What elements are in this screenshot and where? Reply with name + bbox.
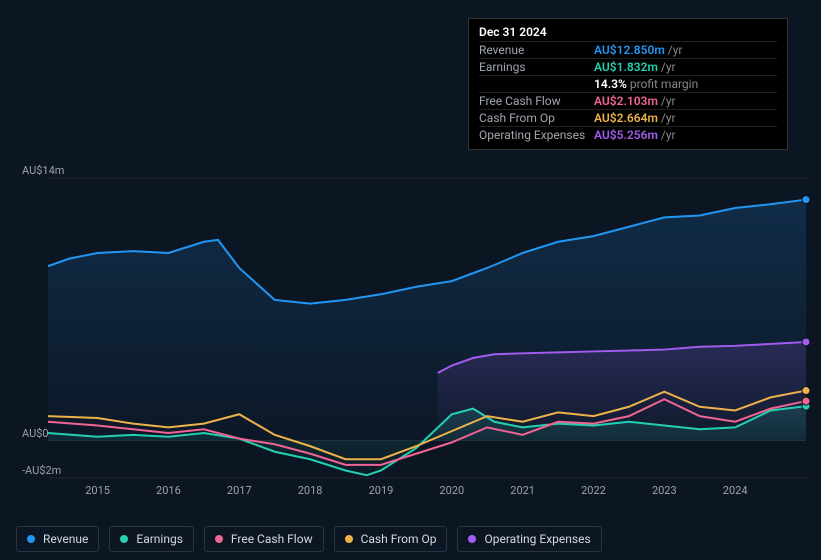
tooltip-row-label: Revenue: [479, 43, 594, 57]
x-tick-label: 2016: [156, 484, 181, 497]
tooltip-row-value: 14.3%: [594, 77, 627, 91]
tooltip-row: EarningsAU$1.832m/yr: [479, 58, 777, 75]
tooltip-row: Cash From OpAU$2.664m/yr: [479, 109, 777, 126]
legend-dot: [345, 535, 353, 543]
tooltip-row-label: Operating Expenses: [479, 128, 594, 142]
tooltip-date: Dec 31 2024: [479, 25, 777, 41]
legend-label: Free Cash Flow: [231, 532, 313, 546]
tooltip-row-value: AU$5.256m: [594, 128, 658, 142]
tooltip-row-value: AU$2.664m: [594, 111, 658, 125]
legend-item-revenue[interactable]: Revenue: [16, 526, 99, 552]
tooltip-row-value: AU$1.832m: [594, 60, 658, 74]
tooltip-row-label: Free Cash Flow: [479, 94, 594, 108]
series-marker-fcf: [802, 397, 810, 405]
x-tick-label: 2015: [85, 484, 110, 497]
tooltip-row: 14.3%profit margin: [479, 75, 777, 92]
series-marker-revenue: [802, 196, 810, 204]
legend-label: Revenue: [43, 532, 88, 546]
legend-label: Operating Expenses: [484, 532, 590, 546]
tooltip-row-label: Cash From Op: [479, 111, 594, 125]
tooltip-row-value: AU$12.850m: [594, 43, 665, 57]
x-tick-label: 2019: [369, 484, 394, 497]
tooltip-row-label: Earnings: [479, 60, 594, 74]
tooltip-row: Operating ExpensesAU$5.256m/yr: [479, 126, 777, 143]
x-tick-label: 2020: [439, 484, 464, 497]
y-tick-label: AU$0: [22, 427, 49, 440]
y-tick-label: -AU$2m: [22, 464, 61, 477]
series-marker-opex: [802, 338, 810, 346]
legend-item-earnings[interactable]: Earnings: [109, 526, 194, 552]
y-tick-label: AU$14m: [22, 164, 64, 177]
x-tick-label: 2022: [581, 484, 606, 497]
legend-label: Earnings: [136, 532, 183, 546]
legend-label: Cash From Op: [361, 532, 437, 546]
x-tick-label: 2017: [227, 484, 252, 497]
legend-dot: [27, 535, 35, 543]
tooltip-row-suffix: /yr: [661, 94, 676, 108]
x-tick-label: 2023: [652, 484, 677, 497]
tooltip-row-suffix: /yr: [668, 43, 683, 57]
legend-dot: [468, 535, 476, 543]
x-tick-label: 2021: [510, 484, 535, 497]
tooltip-row-suffix: /yr: [661, 111, 676, 125]
legend-item-free-cash-flow[interactable]: Free Cash Flow: [204, 526, 324, 552]
legend-dot: [215, 535, 223, 543]
chart-legend: Revenue Earnings Free Cash Flow Cash From O…: [16, 526, 602, 552]
x-tick-label: 2024: [723, 484, 748, 497]
legend-item-cash-from-op[interactable]: Cash From Op: [334, 526, 448, 552]
series-area-opex: [438, 342, 806, 441]
tooltip-row-suffix: profit margin: [630, 77, 698, 91]
legend-dot: [120, 535, 128, 543]
tooltip-row-suffix: /yr: [661, 128, 676, 142]
tooltip-row-value: AU$2.103m: [594, 94, 658, 108]
legend-item-operating-expenses[interactable]: Operating Expenses: [457, 526, 601, 552]
x-tick-label: 2018: [298, 484, 323, 497]
tooltip-row: RevenueAU$12.850m/yr: [479, 41, 777, 58]
tooltip-row-suffix: /yr: [661, 60, 676, 74]
series-marker-cashop: [802, 387, 810, 395]
tooltip-row-label: [479, 77, 594, 91]
chart-tooltip: Dec 31 2024 RevenueAU$12.850m/yrEarnings…: [468, 18, 788, 150]
tooltip-row: Free Cash FlowAU$2.103m/yr: [479, 92, 777, 109]
